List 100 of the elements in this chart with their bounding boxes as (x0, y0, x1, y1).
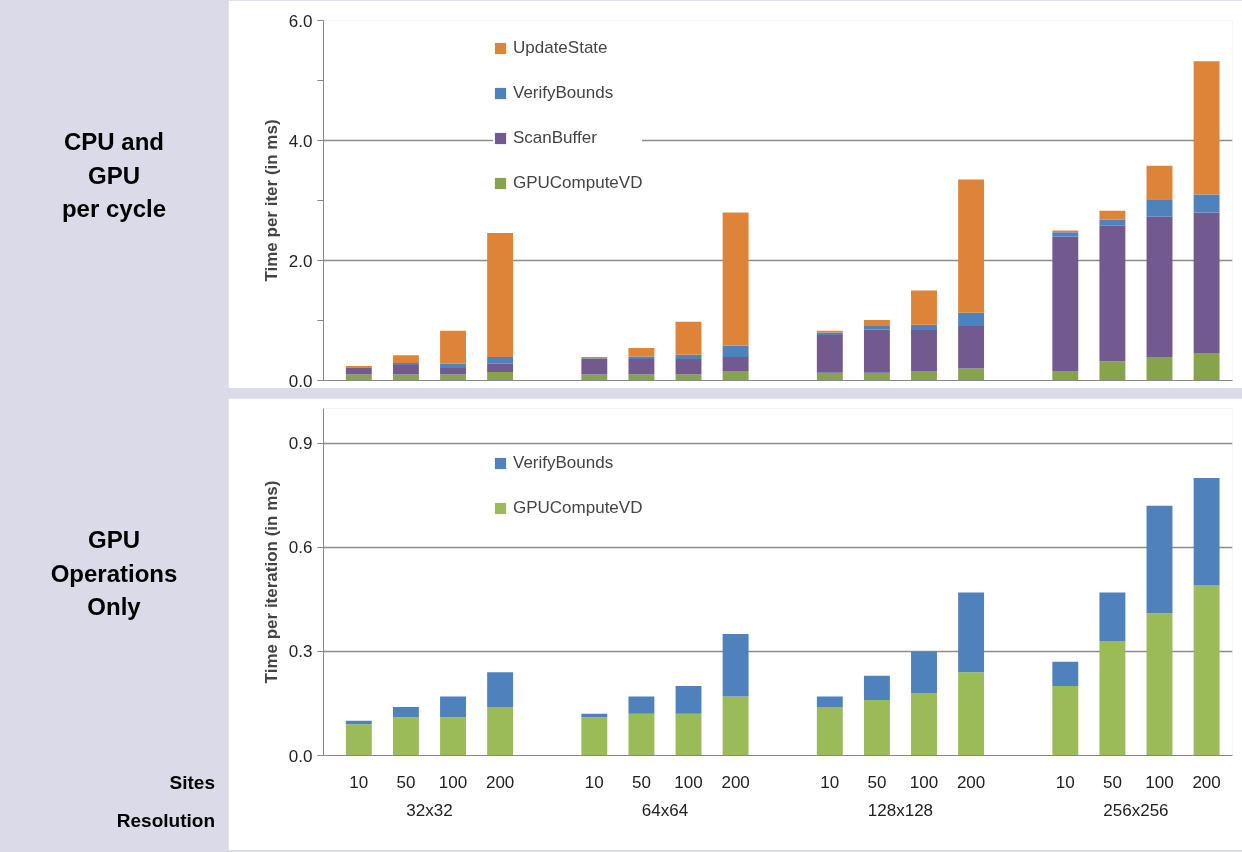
x-tick-label: 200 (1192, 772, 1221, 792)
text: 128x128 (867, 800, 934, 820)
x-tick-label: 100 (909, 772, 939, 792)
bar (816, 334, 843, 373)
bar (487, 672, 514, 707)
bar (392, 706, 419, 718)
bar (675, 321, 702, 355)
y-tick-label: 0.0 (288, 371, 313, 391)
y-axis-title: Time per iter (in ms) (261, 119, 281, 282)
bar (1193, 212, 1220, 353)
bar (863, 319, 890, 326)
legend-label: VerifyBounds (513, 453, 614, 474)
text: 256x256 (1103, 800, 1169, 820)
bar (1146, 165, 1173, 200)
legend-label: VerifyBounds (513, 83, 614, 103)
legend-label: GPUComputeVD (513, 498, 643, 519)
bar (722, 357, 749, 371)
bar (722, 345, 749, 358)
x-tick-label: 200 (721, 772, 750, 792)
bar (958, 325, 985, 369)
x-tick-label: 10 (1055, 772, 1075, 792)
bar (958, 592, 985, 673)
y-tick-label: 0.0 (288, 746, 313, 766)
bar (1193, 61, 1220, 195)
bar (440, 696, 466, 718)
bar (863, 699, 890, 756)
bar (958, 672, 985, 756)
bar (675, 713, 702, 756)
text: 32x32 (406, 800, 453, 820)
text: Sites (169, 772, 215, 795)
y-axis-title: Time per iteration (in ms) (261, 480, 281, 684)
bar (487, 232, 514, 358)
bar (958, 312, 985, 326)
x-tick-label: 100 (438, 772, 468, 792)
x-tick-label: 100 (1145, 772, 1174, 792)
bar (1146, 199, 1173, 217)
bar (1193, 352, 1220, 381)
x-tick-label: 100 (674, 772, 703, 792)
bar (628, 358, 655, 375)
bar (1052, 232, 1079, 237)
bar (1146, 216, 1173, 358)
bar (816, 706, 843, 756)
bar (487, 363, 514, 373)
bar (1099, 361, 1126, 381)
bar (1099, 592, 1126, 641)
text: 64x64 (641, 800, 689, 820)
bar (1099, 640, 1126, 756)
bar (1099, 210, 1126, 220)
bar (816, 696, 843, 707)
bar (1052, 370, 1079, 381)
bar (392, 355, 419, 364)
text: Resolution (116, 810, 215, 833)
bar (440, 367, 466, 375)
bar (722, 696, 749, 756)
bar (675, 686, 702, 714)
bar (722, 212, 749, 346)
bar (911, 330, 937, 371)
x-tick-label: 10 (584, 772, 604, 792)
bar (911, 324, 937, 331)
bar (863, 675, 890, 700)
bar (863, 372, 890, 381)
bar (345, 367, 372, 375)
bar (487, 706, 514, 756)
bar (392, 717, 419, 756)
bar (440, 330, 466, 364)
bar (958, 179, 985, 313)
bar (1052, 686, 1079, 756)
bar (863, 329, 890, 373)
y-tick-label: 0.6 (288, 538, 313, 558)
bar (911, 693, 937, 756)
bar (1193, 194, 1220, 213)
text: GPU Operations Only (50, 525, 178, 623)
text: CPU and GPU per cycle (61, 127, 167, 225)
bar (628, 713, 655, 756)
bar (487, 357, 514, 364)
bar (911, 370, 937, 381)
bar (487, 372, 514, 381)
bar (628, 348, 655, 357)
y-tick-label: 0.3 (288, 642, 313, 662)
bar (440, 717, 466, 756)
bar (628, 696, 655, 714)
bar (675, 354, 702, 359)
x-tick-label: 200 (956, 772, 986, 792)
y-tick-label: 6.0 (288, 11, 313, 31)
bar (675, 358, 702, 375)
bar (392, 364, 419, 375)
bar (1146, 357, 1173, 381)
x-tick-label: 50 (631, 772, 651, 792)
y-tick-label: 4.0 (288, 131, 313, 151)
bar (581, 358, 608, 375)
y-tick-label: 0.9 (288, 434, 313, 454)
bar (345, 724, 372, 756)
legend-label: ScanBuffer (513, 128, 597, 148)
bar (581, 717, 608, 756)
bar (440, 363, 466, 368)
bar (1052, 236, 1079, 371)
bar (1052, 661, 1079, 687)
y-tick-label: 2.0 (288, 251, 313, 271)
bar (911, 651, 937, 694)
x-tick-label: 10 (820, 772, 840, 792)
